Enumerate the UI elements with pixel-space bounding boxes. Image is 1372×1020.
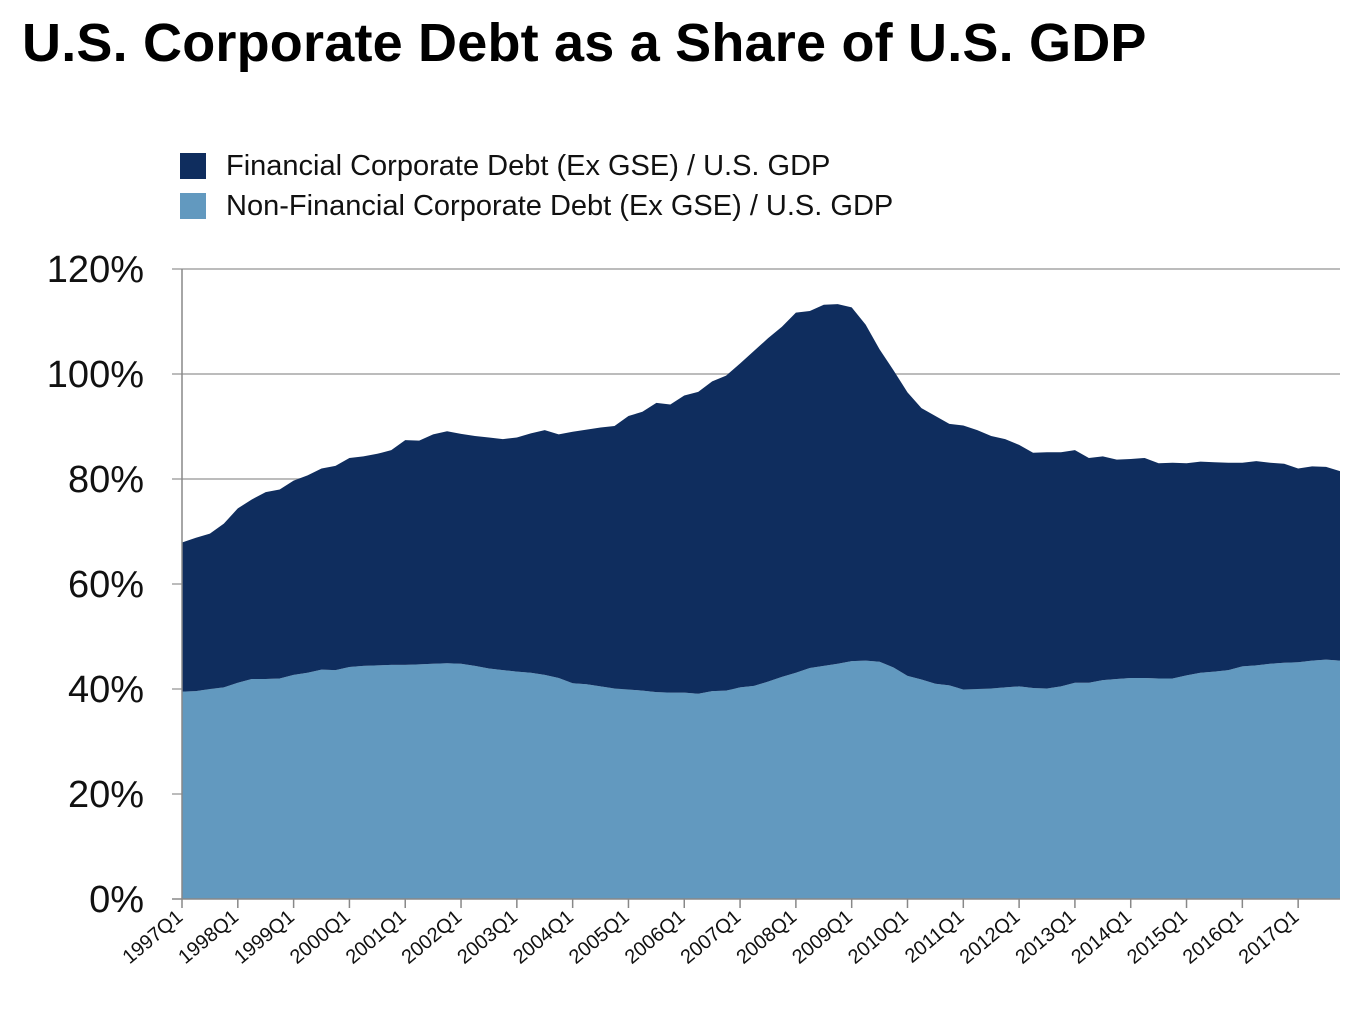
x-tick-label: 2000Q1 <box>286 906 355 969</box>
chart-title: U.S. Corporate Debt as a Share of U.S. G… <box>22 13 1147 73</box>
x-tick-label: 1999Q1 <box>230 906 299 969</box>
axes <box>172 269 1340 908</box>
x-tick-label: 2010Q1 <box>844 906 913 969</box>
x-tick-label: 2001Q1 <box>342 906 411 969</box>
y-tick-label: 20% <box>68 774 144 816</box>
y-tick-label: 40% <box>68 669 144 711</box>
x-tick-label: 2017Q1 <box>1235 906 1304 969</box>
x-tick-label: 2009Q1 <box>788 906 857 969</box>
x-tick-label: 2008Q1 <box>732 906 801 969</box>
x-tick-label: 2004Q1 <box>509 906 578 969</box>
y-axis-tick-labels: 0% 20% 40% 60% 80% 100% 120% <box>47 249 144 921</box>
x-tick-label: 1998Q1 <box>174 906 243 969</box>
legend-swatch-financial <box>180 153 206 179</box>
legend-swatch-non-financial <box>180 193 206 219</box>
x-tick-label: 2015Q1 <box>1123 906 1192 969</box>
legend: Financial Corporate Debt (Ex GSE) / U.S.… <box>180 146 893 226</box>
x-tick-label: 2016Q1 <box>1179 906 1248 969</box>
y-tick-label: 120% <box>47 249 144 291</box>
y-tick-label: 60% <box>68 564 144 606</box>
legend-label-financial: Financial Corporate Debt (Ex GSE) / U.S.… <box>226 149 831 182</box>
y-tick-label: 80% <box>68 459 144 501</box>
x-tick-label: 2012Q1 <box>956 906 1025 969</box>
legend-label-non-financial: Non-Financial Corporate Debt (Ex GSE) / … <box>226 189 894 222</box>
legend-item-financial: Financial Corporate Debt (Ex GSE) / U.S.… <box>180 146 893 186</box>
legend-item-non-financial: Non-Financial Corporate Debt (Ex GSE) / … <box>180 186 893 226</box>
x-tick-label: 2014Q1 <box>1067 906 1136 969</box>
x-axis-tick-labels: 1997Q11998Q11999Q12000Q12001Q12002Q12003… <box>119 906 1304 969</box>
x-tick-label: 2005Q1 <box>565 906 634 969</box>
y-tick-label: 100% <box>47 354 144 396</box>
x-tick-label: 2002Q1 <box>398 906 467 969</box>
x-tick-label: 2007Q1 <box>677 906 746 969</box>
area-series-non-financial <box>182 659 1340 899</box>
data-areas <box>182 304 1340 899</box>
area-series-financial <box>182 304 1340 694</box>
x-tick-label: 2013Q1 <box>1011 906 1080 969</box>
x-tick-label: 2003Q1 <box>453 906 522 969</box>
x-tick-label: 2011Q1 <box>901 906 969 968</box>
y-tick-label: 0% <box>89 879 144 921</box>
x-tick-label: 2006Q1 <box>621 906 690 969</box>
